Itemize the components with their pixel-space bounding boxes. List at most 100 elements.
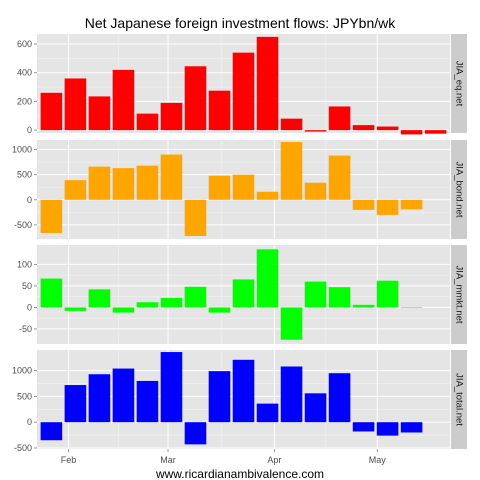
bar <box>160 154 183 200</box>
bar <box>232 279 255 308</box>
bar <box>352 125 375 131</box>
bar <box>88 374 111 423</box>
bar <box>304 393 327 423</box>
bar <box>352 304 375 308</box>
bar <box>112 69 135 131</box>
x-axis: Feb Mar Apr May <box>61 449 386 465</box>
y-tick-label: -50 <box>19 324 32 334</box>
y-tick-label: 1000 <box>12 145 32 155</box>
y-tick-label: 600 <box>17 39 32 49</box>
bar <box>160 352 183 423</box>
bar <box>40 199 63 233</box>
bar <box>232 52 255 131</box>
facet-JIA_total.net: -500 0 500 1000 JIA_total.net <box>12 350 467 453</box>
bar <box>328 373 351 423</box>
bar <box>40 278 63 308</box>
facet-panels: 0200400600JIA_eq.net-50005001000JIA_bond… <box>12 34 467 453</box>
y-tick-label: 0 <box>27 302 32 312</box>
bar <box>256 191 279 200</box>
bar <box>400 422 423 433</box>
bar <box>208 307 231 313</box>
bar <box>328 287 351 308</box>
bar <box>64 180 87 200</box>
y-tick-label: 500 <box>17 391 32 401</box>
bar <box>376 280 399 308</box>
bar <box>64 307 87 311</box>
bar <box>112 168 135 200</box>
bar <box>184 66 207 131</box>
bar <box>280 142 303 200</box>
bar <box>136 302 159 308</box>
facet-strip <box>451 34 467 133</box>
bar <box>64 385 87 423</box>
facet-strip-label: JIA_bond.net <box>453 162 464 218</box>
bar <box>400 130 423 135</box>
y-tick-label: 1000 <box>12 366 32 376</box>
facet-strip-label: JIA_total.net <box>453 373 464 426</box>
bar <box>112 307 135 313</box>
y-tick-label: 0 <box>27 125 32 135</box>
facet-strip <box>451 350 467 449</box>
y-tick-label: 500 <box>17 170 32 180</box>
bar <box>400 199 423 210</box>
bar <box>376 199 399 215</box>
bar <box>208 90 231 131</box>
y-tick-label: 400 <box>17 68 32 78</box>
bar <box>88 96 111 131</box>
bar <box>256 403 279 423</box>
bar <box>208 175 231 200</box>
bar <box>136 113 159 131</box>
bar <box>352 199 375 210</box>
bar <box>40 422 63 441</box>
bar <box>280 118 303 131</box>
bar <box>424 130 447 134</box>
facet-strip-label: JIA_mmkt.net <box>453 265 464 323</box>
bar <box>160 297 183 308</box>
bar <box>328 106 351 131</box>
bar <box>88 289 111 308</box>
bar <box>160 102 183 131</box>
bar <box>232 359 255 423</box>
y-tick-label: 0 <box>27 195 32 205</box>
bar <box>256 249 279 308</box>
x-tick-label: Feb <box>61 455 77 465</box>
bar <box>400 306 423 308</box>
chart-caption: www.ricardianambivalence.com <box>155 467 324 480</box>
bar <box>136 380 159 423</box>
bar <box>256 36 279 131</box>
bar <box>280 307 303 340</box>
bar <box>328 155 351 200</box>
bar <box>376 126 399 131</box>
bar <box>64 78 87 131</box>
facet-JIA_mmkt.net: -50 0 50 100 JIA_mmkt.net <box>17 245 467 344</box>
x-tick-label: May <box>369 455 387 465</box>
y-tick-label: -500 <box>14 220 32 230</box>
facet-JIA_bond.net: -500 0 500 1000 JIA_bond.net <box>12 140 467 239</box>
x-tick-label: Mar <box>160 455 176 465</box>
y-tick-label: 50 <box>22 281 32 291</box>
bar <box>376 422 399 436</box>
bar <box>88 166 111 200</box>
y-tick-label: 0 <box>27 417 32 427</box>
y-tick-label: 200 <box>17 96 32 106</box>
bar <box>280 366 303 423</box>
bar <box>352 422 375 432</box>
bar <box>304 182 327 200</box>
x-tick-label: Apr <box>267 455 281 465</box>
facet-JIA_eq.net: 0 200 400 600 JIA_eq.net <box>17 34 467 135</box>
chart-title: Net Japanese foreign investment flows: J… <box>85 15 396 31</box>
bar <box>184 286 207 308</box>
facet-strip-label: JIA_eq.net <box>453 61 464 107</box>
bar <box>232 174 255 200</box>
bar <box>184 199 207 236</box>
bar <box>304 130 327 132</box>
facet-strip <box>451 140 467 239</box>
y-tick-label: 100 <box>17 259 32 269</box>
bar <box>40 92 63 131</box>
facet-strip <box>451 245 467 344</box>
bar <box>136 165 159 200</box>
bar <box>208 371 231 423</box>
bar <box>184 422 207 445</box>
bar <box>112 368 135 423</box>
